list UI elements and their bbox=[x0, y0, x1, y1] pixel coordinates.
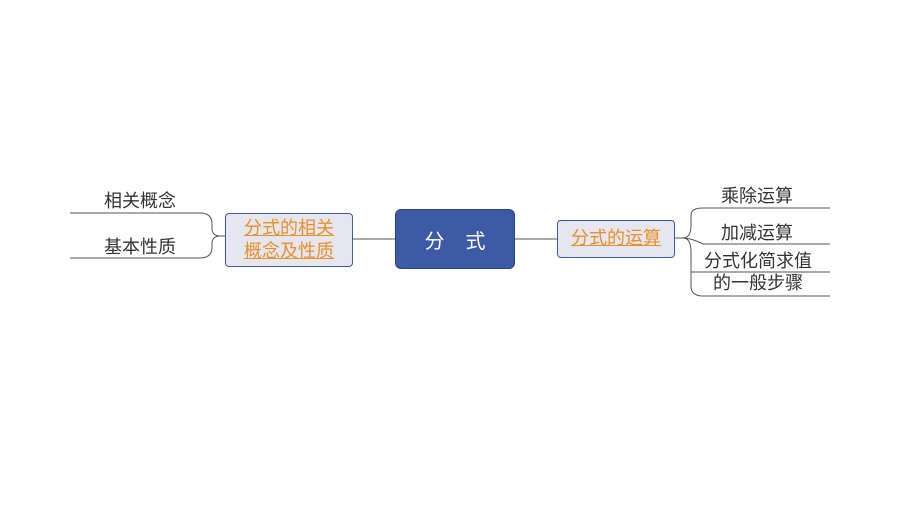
leaf-right-2: 分式化简求值 的一般步骤 bbox=[693, 250, 823, 296]
right-sub-label: 分式的运算 bbox=[571, 227, 661, 250]
leaf-label: 基本性质 bbox=[104, 237, 176, 259]
leaf-label: 分式化简求值 的一般步骤 bbox=[704, 251, 812, 294]
leaf-label: 相关概念 bbox=[104, 191, 176, 213]
connector-center-right bbox=[515, 237, 557, 241]
center-node: 分 式 bbox=[395, 209, 515, 269]
leaf-right-1: 加减运算 bbox=[712, 222, 802, 246]
leaf-label: 乘除运算 bbox=[721, 186, 793, 208]
left-sub-label: 分式的相关 概念及性质 bbox=[244, 217, 334, 264]
leaf-left-0: 相关概念 bbox=[95, 190, 185, 214]
left-sub-node: 分式的相关 概念及性质 bbox=[225, 213, 353, 267]
leaf-right-0: 乘除运算 bbox=[712, 185, 802, 209]
connector-center-left bbox=[353, 237, 395, 241]
leaf-label: 加减运算 bbox=[721, 223, 793, 245]
right-sub-node: 分式的运算 bbox=[557, 220, 675, 258]
leaf-left-1: 基本性质 bbox=[95, 236, 185, 260]
center-label: 分 式 bbox=[425, 225, 494, 254]
